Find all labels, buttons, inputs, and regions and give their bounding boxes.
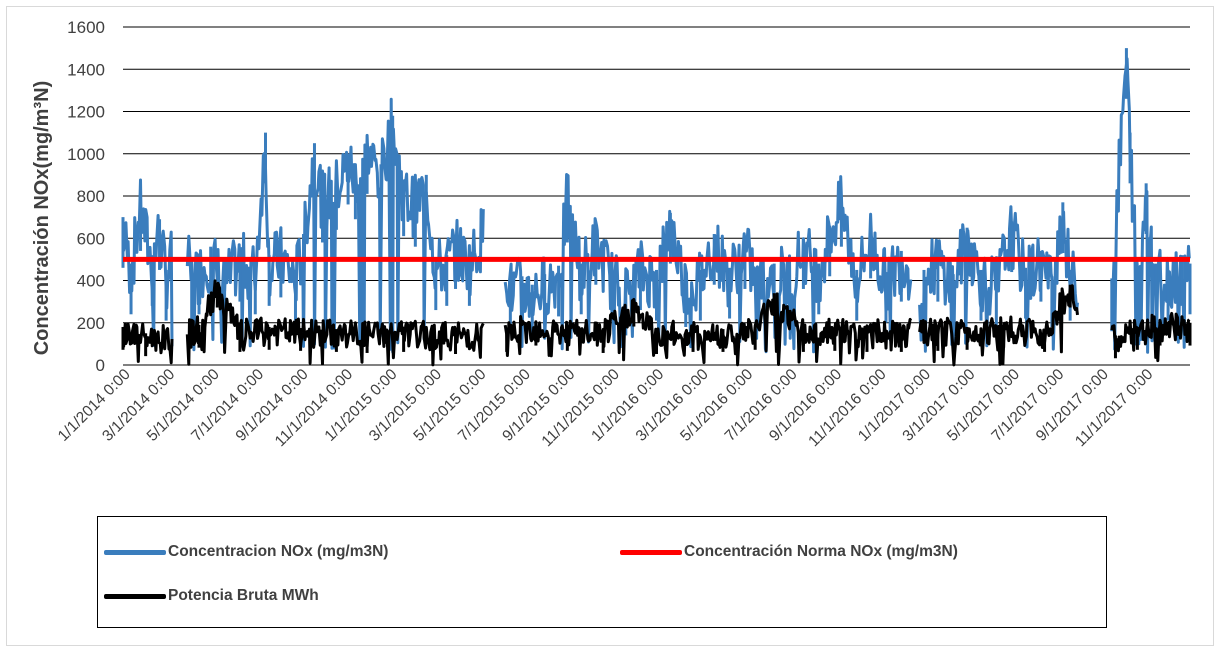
x-tick-label: 11/1/2016 0:00	[805, 366, 890, 451]
y-tick-label: 1400	[67, 60, 105, 79]
series-layer	[121, 48, 1192, 367]
series-0	[121, 48, 1192, 354]
legend-label-norma: Concentración Norma NOx (mg/m3N)	[684, 543, 958, 560]
legend-label-nox: Concentracion NOx (mg/m3N)	[168, 543, 389, 560]
y-tick-label: 1200	[67, 103, 105, 122]
series-line	[1110, 57, 1191, 354]
x-tick-label: 11/1/2014 0:00	[272, 366, 357, 451]
x-axis-ticks: 1/1/2014 0:003/1/2014 0:005/1/2014 0:007…	[55, 366, 1157, 451]
legend-swatch-potencia	[104, 593, 166, 599]
series-line	[503, 292, 913, 367]
y-tick-label: 400	[77, 272, 105, 291]
y-tick-label: 0	[96, 356, 105, 375]
y-tick-label: 1600	[67, 18, 105, 37]
x-tick-label: 11/1/2017 0:00	[1072, 366, 1157, 451]
series-line	[918, 284, 1079, 367]
legend-label-potencia: Potencia Bruta MWh	[168, 587, 319, 604]
series-2	[121, 279, 1192, 367]
chart-frame	[6, 6, 1214, 646]
y-tick-label: 200	[77, 314, 105, 333]
series-line	[121, 178, 174, 347]
legend-swatch-norma	[620, 549, 682, 555]
x-tick-label: 11/1/2015 0:00	[539, 366, 624, 451]
legend: Concentracion NOx (mg/m3N) Concentración…	[97, 516, 1107, 628]
series-line	[1110, 311, 1191, 363]
legend-item-norma: Concentración Norma NOx (mg/m3N)	[620, 543, 958, 561]
series-line	[503, 173, 913, 354]
series-line	[121, 322, 174, 365]
y-axis-label: Concentración NOx(mg/m³N)	[31, 81, 53, 355]
legend-item-nox: Concentracion NOx (mg/m3N)	[104, 543, 388, 561]
y-tick-label: 1000	[67, 145, 105, 164]
legend-item-potencia: Potencia Bruta MWh	[104, 587, 319, 605]
y-tick-label: 800	[77, 187, 105, 206]
series-line	[918, 205, 1079, 353]
y-tick-label: 600	[77, 229, 105, 248]
legend-swatch-nox	[104, 549, 166, 555]
y-axis-ticks: 0 200 400 600 800 1000 1200 1400 1600	[67, 18, 105, 375]
